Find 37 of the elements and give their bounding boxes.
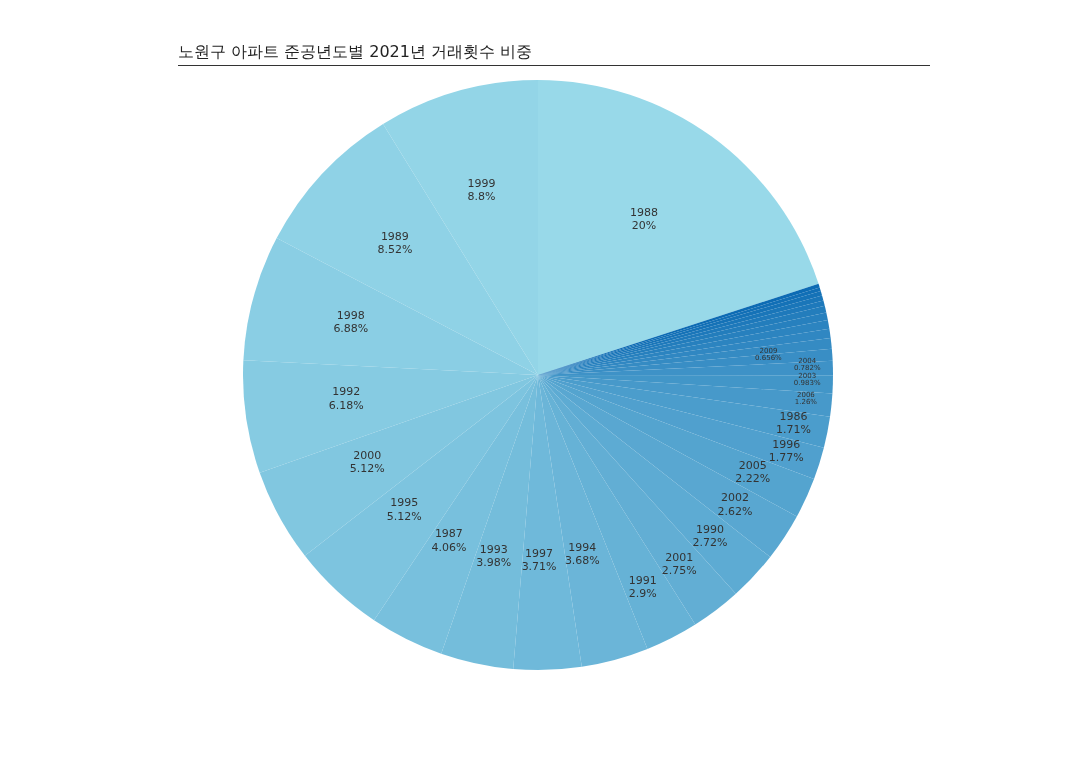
chart-title: 노원구 아파트 준공년도별 2021년 거래횟수 비중 <box>178 42 930 66</box>
data-label: 20% <box>631 218 657 232</box>
slice-label: 2005 <box>738 459 767 473</box>
data-label: 2.9% <box>628 587 657 601</box>
slice-label: 1994 <box>568 540 597 554</box>
data-label: 6.88% <box>333 321 369 335</box>
slice-label: 1988 <box>629 205 658 219</box>
data-label: 2.75% <box>661 564 697 578</box>
data-label: 4.06% <box>431 540 467 554</box>
data-label: 2.72% <box>692 536 728 550</box>
data-label: 6.18% <box>328 398 364 412</box>
slice-label: 1995 <box>390 496 419 510</box>
slice-label: 1989 <box>380 229 409 243</box>
data-label: 8.8% <box>467 189 496 203</box>
slice-label: 1987 <box>434 527 463 541</box>
data-label: 2.62% <box>717 504 753 518</box>
slice-label: 1986 <box>779 409 808 423</box>
data-label: 5.12% <box>349 461 385 475</box>
slice-label: 1992 <box>332 385 361 399</box>
data-label: 2.22% <box>735 472 771 486</box>
data-label: 1.77% <box>768 451 804 465</box>
data-label: 1.71% <box>775 423 811 437</box>
slice-label: 1997 <box>525 547 554 561</box>
data-label: 3.98% <box>476 556 512 570</box>
slice-label: 2002 <box>721 491 750 505</box>
slice-label: 1990 <box>695 523 724 537</box>
slice-label: 1999 <box>467 176 496 190</box>
slice-label: 2000 <box>353 448 382 462</box>
slice-label: 1991 <box>628 573 657 587</box>
data-label: 3.68% <box>564 553 600 567</box>
slice-label: 1993 <box>479 543 508 557</box>
data-label: 5.12% <box>386 509 422 523</box>
slice-label: 1996 <box>772 438 801 452</box>
slice-label: 1998 <box>336 308 365 322</box>
slice-label: 2001 <box>665 551 694 565</box>
data-label: 3.71% <box>521 560 557 574</box>
data-label: 8.52% <box>377 242 413 256</box>
